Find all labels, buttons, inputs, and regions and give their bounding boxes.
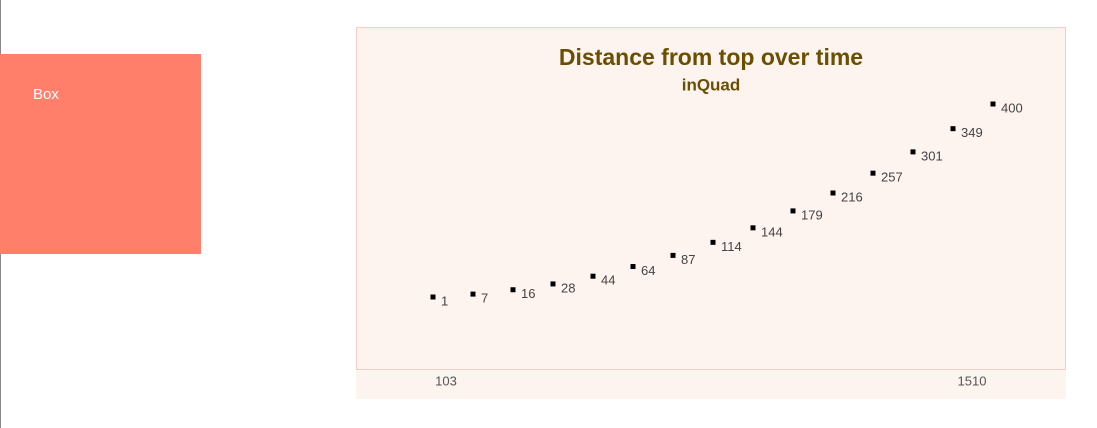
point-label: 7 [481, 291, 488, 306]
point-label: 1 [441, 293, 448, 308]
point-label: 64 [641, 263, 655, 278]
box-label: Box [33, 86, 59, 103]
point-label: 257 [881, 170, 903, 185]
axis-strip [356, 370, 1066, 399]
point-label: 301 [921, 148, 943, 163]
chart-subtitle: inQuad [682, 75, 741, 94]
point-label: 87 [681, 252, 695, 267]
point [950, 126, 956, 132]
point-label: 16 [521, 286, 535, 301]
animated-box: Box [0, 54, 201, 254]
point-label: 28 [561, 280, 575, 295]
chart-title: Distance from top over time [559, 44, 863, 70]
point [670, 252, 676, 258]
point [750, 225, 756, 231]
point [510, 287, 516, 293]
point [470, 291, 476, 297]
point-label: 216 [841, 189, 863, 204]
point [910, 149, 916, 155]
point-label: 179 [801, 207, 823, 222]
range-label: 103 [435, 373, 457, 388]
point [990, 101, 996, 107]
point [710, 239, 716, 245]
point-label: 349 [961, 125, 983, 140]
range-label: 1510 [958, 373, 987, 388]
point [790, 208, 796, 214]
point [630, 264, 636, 270]
point [590, 273, 596, 279]
chart-panel [356, 27, 1066, 370]
point-label: 144 [761, 224, 783, 239]
point-label: 400 [1001, 100, 1023, 115]
point [550, 281, 556, 287]
point [830, 190, 836, 196]
point-label: 44 [601, 273, 615, 288]
point [870, 170, 876, 176]
point-label: 114 [721, 239, 742, 254]
point [430, 294, 436, 300]
